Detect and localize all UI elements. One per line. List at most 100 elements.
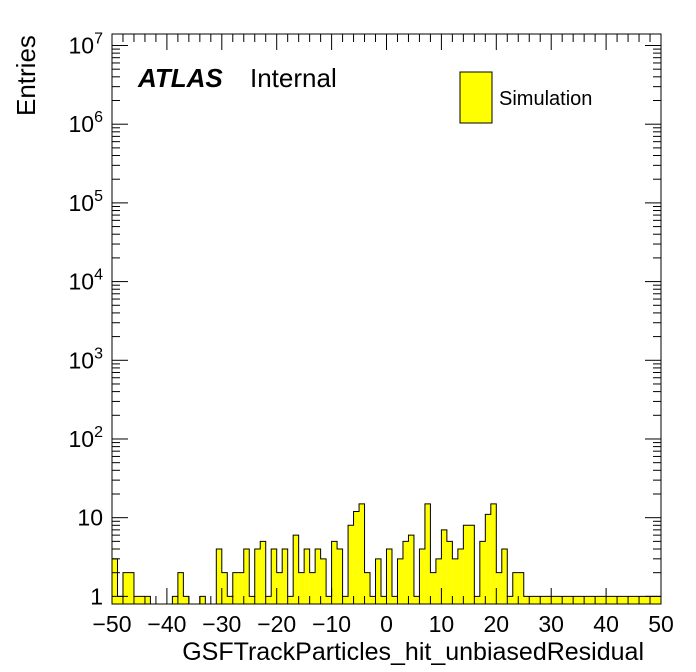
histogram-bar: [287, 596, 294, 604]
histogram-bar: [402, 541, 409, 604]
histogram-bar: [128, 572, 134, 604]
histogram-bar: [337, 548, 343, 604]
histogram-bar: [227, 596, 233, 604]
histogram-bar: [578, 596, 585, 604]
axis-ticks: [111, 34, 662, 604]
histogram-bar: [633, 596, 640, 604]
x-tick-label: 40: [593, 611, 619, 637]
y-tick-label: 105: [69, 188, 104, 216]
plot-frame: [111, 33, 662, 605]
histogram-bar: [534, 596, 541, 604]
histogram-bar: [584, 596, 590, 604]
histogram-bar: [496, 572, 502, 604]
histogram-bar: [348, 525, 354, 604]
histogram-bar: [381, 596, 387, 604]
x-tick-label: −30: [202, 611, 241, 637]
histogram-bar: [463, 525, 469, 604]
histogram-bar: [122, 572, 129, 604]
histogram-bar: [452, 558, 458, 604]
histogram-bar: [216, 548, 222, 604]
x-tick-label: 10: [429, 611, 455, 637]
histogram-bar: [326, 596, 332, 604]
legend-swatch: [459, 71, 493, 124]
histogram-bar: [617, 596, 623, 604]
histogram-bar: [441, 529, 447, 604]
histogram-bar: [468, 525, 475, 604]
histogram-bar: [309, 572, 316, 604]
histogram-bar: [232, 572, 239, 604]
histogram-bar: [490, 503, 497, 604]
histogram-bar: [595, 596, 601, 604]
histogram-bar: [249, 596, 255, 604]
histogram-bar: [375, 558, 382, 604]
y-tick-label: 10: [77, 505, 103, 531]
histogram-bar: [628, 596, 634, 604]
histogram-bar: [644, 596, 651, 604]
x-tick-label: 0: [380, 611, 393, 637]
x-tick-label: 30: [538, 611, 564, 637]
x-tick-label: −20: [257, 611, 296, 637]
histogram-bar: [199, 596, 206, 604]
x-tick-label: 50: [648, 611, 674, 637]
histogram-bar: [474, 596, 480, 604]
histogram-bar: [112, 558, 118, 604]
histogram-bar: [243, 548, 250, 604]
y-tick-label: 106: [69, 109, 104, 137]
histogram-bar: [276, 572, 283, 604]
histogram-bar: [271, 548, 277, 604]
x-axis-label: GSFTrackParticles_hit_unbiasedResidual: [182, 638, 644, 666]
histogram-bar: [304, 548, 310, 604]
histogram-bar: [144, 596, 151, 604]
histogram-bar: [282, 548, 288, 604]
y-tick-label: 102: [69, 424, 104, 452]
histogram-bar: [446, 541, 453, 604]
x-tick-label: −10: [312, 611, 351, 637]
histogram-outline: [111, 503, 662, 605]
histogram-bars: [111, 503, 662, 605]
histogram-bar: [501, 548, 508, 604]
histogram-bar: [485, 514, 491, 604]
histogram-bar: [254, 548, 261, 604]
histogram-bar: [293, 535, 299, 604]
histogram-bar: [435, 558, 442, 604]
histogram-bar: [556, 596, 563, 604]
x-tick-label: 20: [484, 611, 510, 637]
y-tick-label: 1: [90, 583, 103, 609]
histogram-bar: [600, 596, 607, 604]
histogram-bar: [117, 596, 123, 604]
histogram-bar: [562, 596, 568, 604]
histogram-bar: [523, 596, 530, 604]
histogram-bar: [479, 541, 486, 604]
x-tick-label: −40: [147, 611, 186, 637]
histogram-bar: [359, 503, 365, 604]
y-axis-label: Entries: [11, 35, 41, 116]
histogram-bar: [529, 596, 535, 604]
histogram-bar: [315, 548, 321, 604]
histogram-bar: [573, 596, 579, 604]
histogram-bar: [342, 596, 349, 604]
atlas-sublabel: Internal: [250, 63, 337, 93]
histogram-bar: [133, 596, 140, 604]
histogram-bar: [353, 511, 360, 604]
histogram-bar: [139, 596, 145, 604]
histogram-bar: [606, 596, 612, 604]
histogram-bar: [545, 596, 552, 604]
histogram-bar: [650, 596, 656, 604]
histogram-bar: [655, 596, 661, 604]
histogram-bar: [424, 503, 431, 604]
histogram-bar: [397, 558, 403, 604]
histogram-bar: [611, 596, 618, 604]
x-tick-label: −50: [92, 611, 131, 637]
histogram-bar: [260, 541, 266, 604]
histogram-bar: [172, 596, 178, 604]
y-tick-label: 103: [69, 345, 104, 373]
atlas-label: ATLAS: [137, 63, 223, 93]
histogram-bar: [364, 572, 371, 604]
histogram-bar: [177, 572, 184, 604]
histogram-bar: [507, 596, 513, 604]
histogram-bar: [221, 572, 228, 604]
y-tick-label: 104: [69, 267, 104, 295]
y-tick-label: 107: [69, 30, 104, 58]
histogram-bar: [408, 535, 414, 604]
